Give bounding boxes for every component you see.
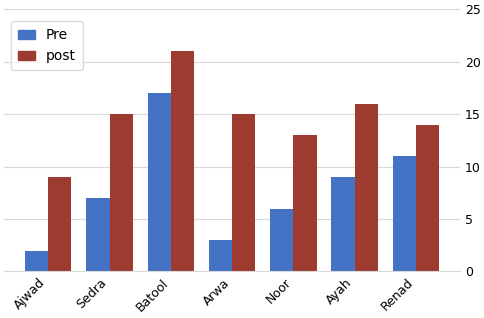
Bar [270,209,293,272]
Bar [354,104,378,272]
Legend: Pre, post: Pre, post [11,21,83,70]
Bar [232,114,255,272]
Bar [209,240,232,272]
Bar [147,93,170,272]
Bar [331,177,354,272]
Bar [109,114,133,272]
Bar [392,156,415,272]
Bar [25,251,48,272]
Bar [170,51,194,272]
Bar [48,177,71,272]
Bar [415,125,439,272]
Bar [86,198,109,272]
Bar [293,135,316,272]
